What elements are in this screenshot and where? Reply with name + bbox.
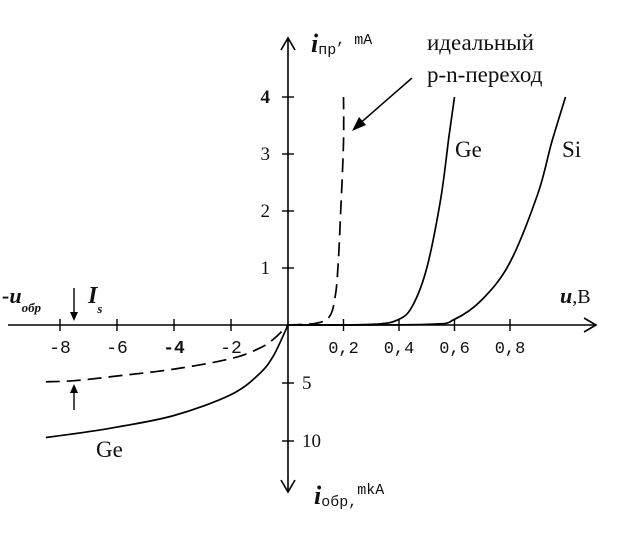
x-tick-label-reverse: -6 — [106, 339, 128, 359]
is-label: Is — [87, 283, 102, 316]
x-tick-label-forward: 0,4 — [384, 340, 415, 359]
ideal-pn-forward-curve — [287, 96, 345, 326]
ge-forward-label: Ge — [455, 137, 482, 162]
x-forward-title: u,B — [560, 283, 591, 308]
is-marker: Is — [70, 283, 102, 410]
ideal-pn-reverse-curve — [45, 324, 289, 383]
y-tick-label-forward: 1 — [261, 258, 271, 279]
curves — [45, 96, 567, 439]
x-tick-label-reverse: -8 — [49, 339, 71, 359]
is-arrow-top-head — [70, 312, 78, 321]
x-tick-label-forward: 0,2 — [328, 340, 359, 359]
si-forward-curve — [287, 96, 567, 326]
ideal-pn-pointer-head — [352, 117, 366, 131]
y-axis-arrow-top — [280, 36, 296, 51]
ticks: 0,2 0,4 0,6 0,8 1 2 3 4 -8 -6 -4 -2 5 10 — [49, 87, 525, 452]
y-forward-title: iпр, mA — [311, 29, 372, 59]
ge-forward-curve — [287, 96, 456, 326]
si-forward-label: Si — [562, 137, 581, 162]
y-tick-label-forward: 3 — [261, 144, 271, 165]
ideal-pn-label-line1: идеальный — [427, 30, 534, 55]
x-tick-label-reverse: -2 — [220, 339, 242, 359]
y-tick-label-reverse: 5 — [302, 373, 312, 394]
ideal-pn-pointer-line — [356, 77, 413, 127]
x-tick-label-reverse: -4 — [163, 339, 185, 359]
ge-reverse-label: Ge — [96, 437, 123, 462]
x-axis-arrow — [583, 317, 598, 333]
x-tick-label-forward: 0,6 — [439, 340, 470, 359]
y-tick-label-forward: 4 — [261, 87, 271, 108]
y-reverse-title: iобр,mkA — [314, 481, 384, 511]
x-tick-label-forward: 0,8 — [495, 340, 526, 359]
is-arrow-bottom-head — [70, 384, 78, 393]
x-reverse-title: -uобр — [2, 283, 42, 315]
y-tick-label-forward: 2 — [261, 201, 271, 222]
y-tick-label-reverse: 10 — [302, 431, 321, 452]
ge-reverse-curve — [45, 324, 289, 439]
ideal-pn-label-line2: p-n-переход — [427, 62, 543, 87]
y-axis-arrow-bottom — [280, 479, 296, 494]
